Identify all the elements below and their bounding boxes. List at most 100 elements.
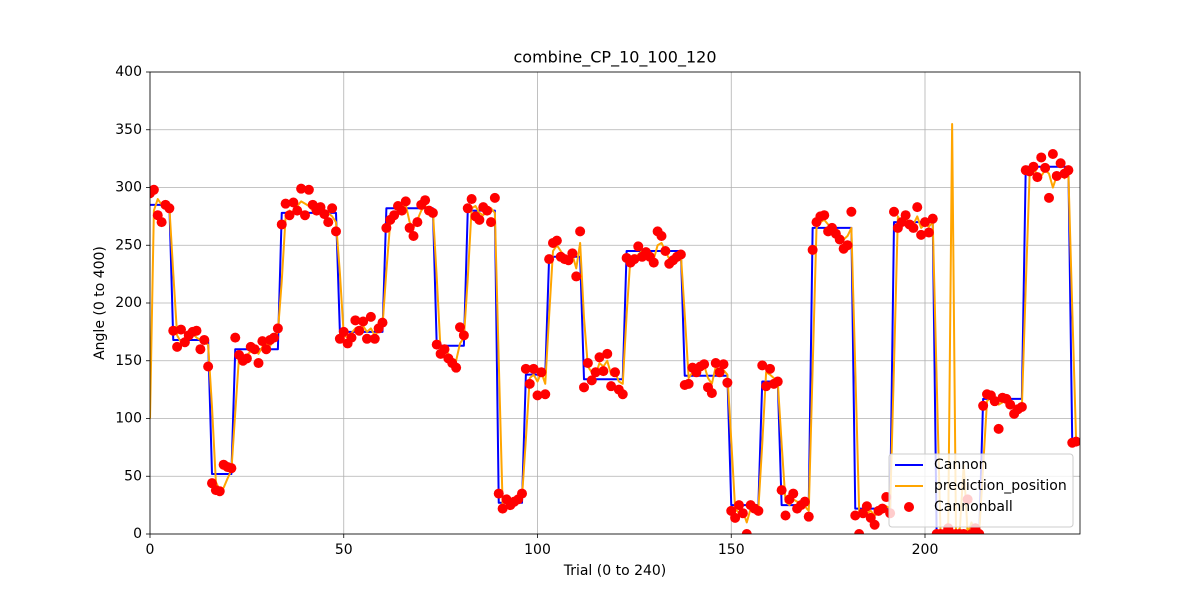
scatter-point [486,217,496,228]
scatter-point [582,358,593,369]
scatter-point [958,529,969,534]
x-tick-label: 100 [524,542,551,558]
scatter-point [150,184,159,195]
legend-label: Cannon [934,457,988,473]
scatter-point [1028,161,1039,172]
scatter-point [1032,172,1043,183]
scatter-point [842,240,853,251]
scatter-point [1005,399,1016,410]
scatter-point [377,317,388,328]
scatter-point [683,378,694,389]
scatter-point [168,325,179,336]
scatter-point [799,496,810,507]
scatter-point [257,336,268,347]
scatter-point [458,330,469,341]
scatter-point [261,344,272,355]
scatter-point [1055,158,1066,169]
scatter-point [420,195,431,206]
scatter-point [400,196,411,207]
scatter-point [176,324,186,335]
y-tick-label: 200 [115,295,142,311]
scatter-point [675,249,686,260]
scatter-point [1016,401,1027,412]
plot-area [150,122,1080,534]
scatter-point [819,210,830,221]
scatter-point [528,363,539,374]
scatter-point [660,246,671,257]
scatter-point [292,205,303,216]
scatter-point [594,352,605,363]
scatter-point [489,192,500,203]
legend-marker [904,502,914,512]
scatter-point [191,325,202,336]
scatter-point [776,485,787,496]
scatter-point [214,486,225,497]
scatter-point [1071,436,1080,447]
scatter-point [586,375,597,386]
scatter-point [648,257,659,268]
scatter-point [571,271,582,282]
scatter-point [993,423,1004,434]
scatter-point [517,488,527,499]
scatter-point [439,344,450,355]
scatter-point [404,222,415,233]
scatter-point [699,359,710,370]
scatter-point [520,363,531,374]
scatter-point [923,227,934,238]
scatter-point [737,508,748,519]
scatter-point [331,226,341,237]
scatter-point [579,382,589,393]
scatter-point [974,529,985,534]
scatter-point [303,184,314,195]
scatter-point [544,254,555,265]
scatter-point [164,203,175,214]
scatter-point [455,322,465,333]
scatter-point [765,363,775,374]
scatter-point [532,390,543,401]
scatter-point [396,205,407,216]
scatter-point [408,231,419,242]
scatter-point [633,241,644,252]
scatter-point [710,358,721,369]
scatter-point [327,203,338,214]
scatter-point [338,326,349,337]
scatter-point [389,210,400,221]
scatter-point [629,254,640,265]
scatter-point [761,381,772,392]
scatter-point [482,205,493,216]
scatter-point [253,358,264,369]
scatter-point [1040,162,1051,173]
x-tick-label: 50 [335,542,353,558]
scatter-point [598,366,609,377]
x-axis-label: Trial (0 to 240) [563,563,667,579]
scatter-point [241,353,252,364]
scatter-point [850,510,861,521]
scatter-point [412,217,423,228]
scatter-point [780,510,791,521]
scatter-point [369,333,380,344]
scatter-point [466,194,477,205]
scatter-point [462,203,473,214]
scatter-point [1047,149,1058,160]
axes: 0 50 100 150 200 0 50 100 150 200 250 300 350 400 [115,64,938,558]
scatter-point [772,376,783,387]
scatter-point [656,231,667,242]
scatter-point [567,248,578,259]
legend-label: Cannonball [934,499,1013,515]
scatter-point [718,359,729,370]
y-tick-label: 400 [115,64,142,80]
y-tick-label: 350 [115,122,142,138]
scatter-point [575,226,586,237]
scatter-point [540,389,551,400]
scatter-point [203,361,214,372]
y-tick-label: 50 [124,468,142,484]
scatter-point [753,505,764,516]
scatter-point [912,202,923,213]
scatter-point [431,339,442,350]
scatter-point [296,183,307,194]
scatter-point [493,488,504,499]
scatter-point [908,222,919,233]
scatter-point [199,334,210,345]
scatter-point [362,333,372,344]
